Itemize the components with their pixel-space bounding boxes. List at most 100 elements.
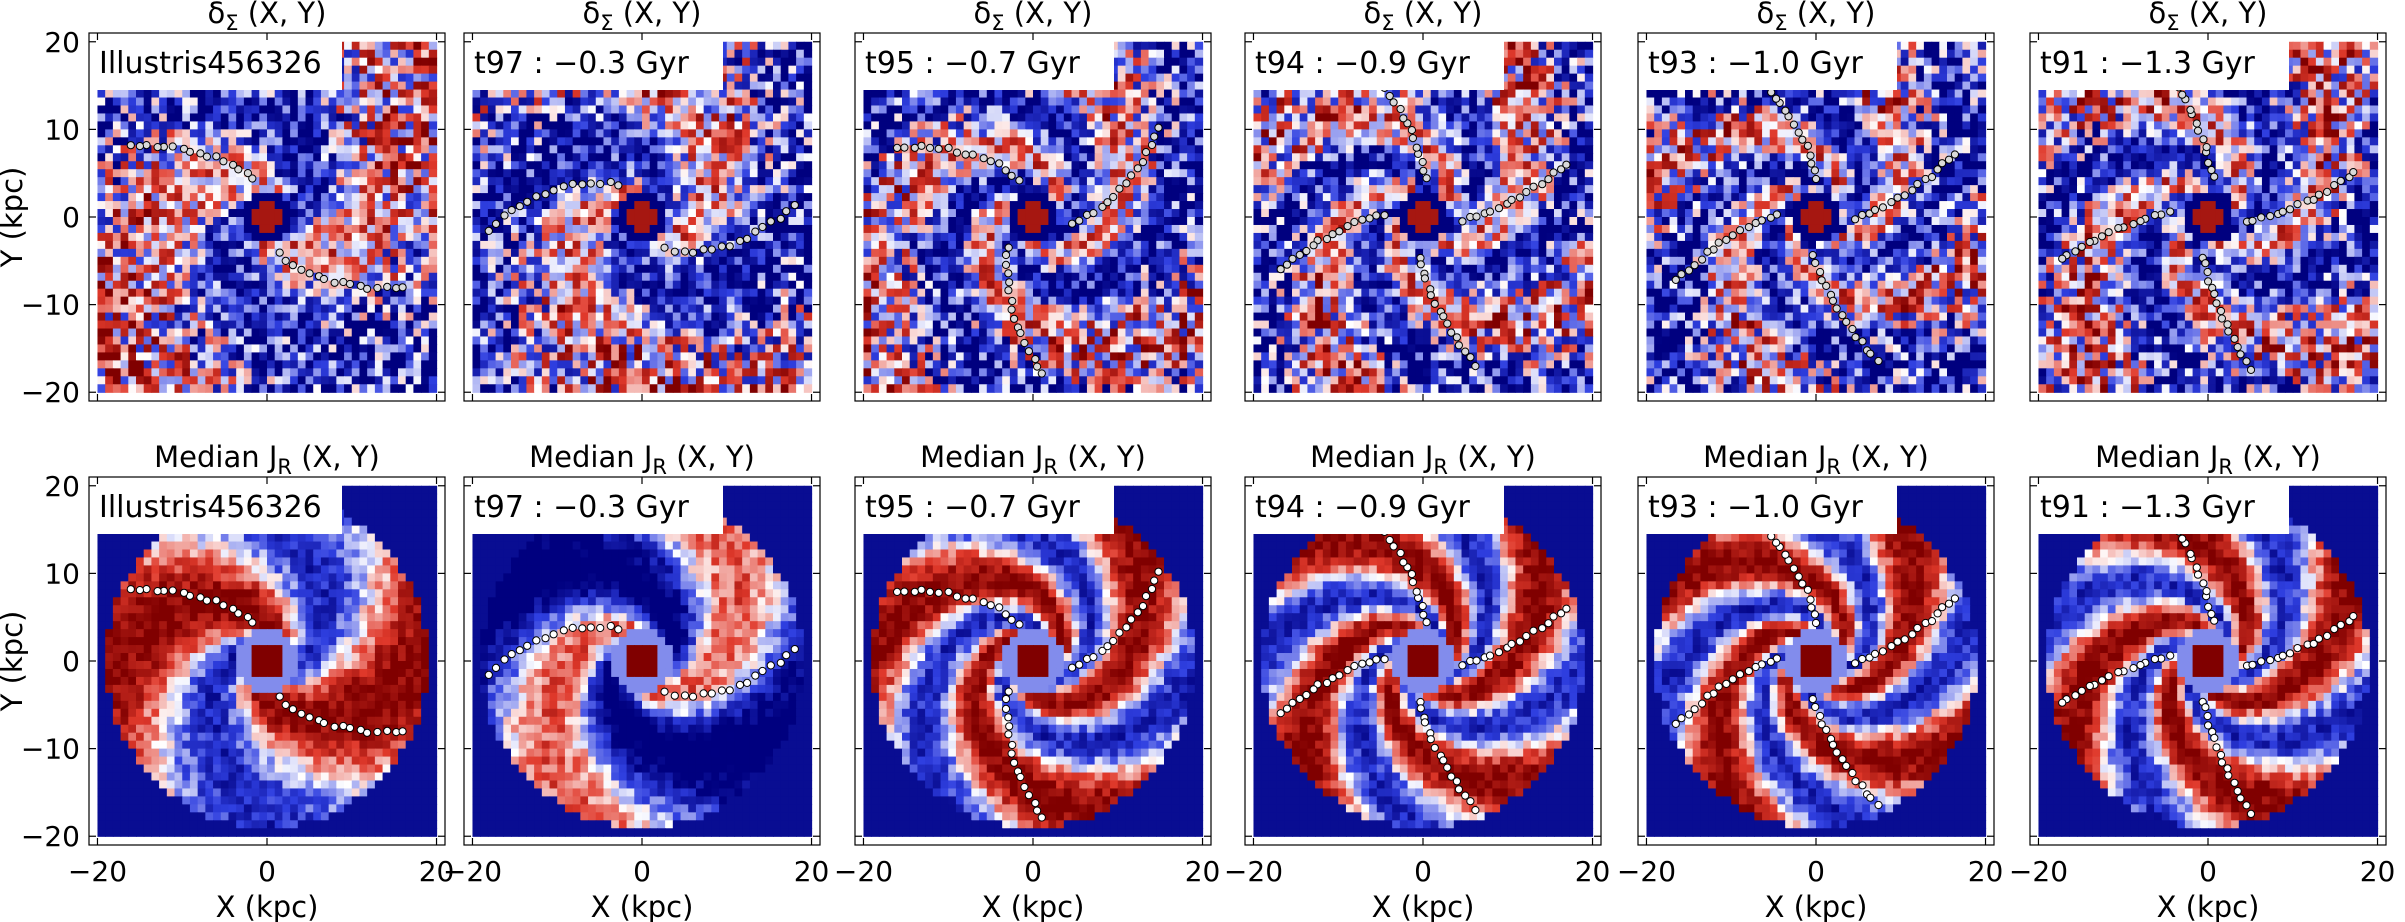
heatmap-cell <box>657 304 666 314</box>
heatmap-cell <box>328 217 337 226</box>
heatmap-cell <box>1156 193 1165 202</box>
heatmap-cell <box>112 97 122 107</box>
arm-marker <box>288 261 297 270</box>
heatmap-cell <box>174 240 183 250</box>
heatmap-cell <box>742 240 751 250</box>
heatmap-cell <box>282 240 291 250</box>
heatmap-cell <box>518 121 528 130</box>
arm-marker <box>330 278 339 287</box>
heatmap-cell <box>649 113 659 123</box>
heatmap-cell <box>634 336 643 346</box>
heatmap-cell <box>886 121 895 130</box>
heatmap-cell <box>336 296 345 306</box>
heatmap-cell <box>557 304 566 314</box>
heatmap-cell <box>413 121 422 130</box>
heatmap-cell <box>626 153 635 162</box>
heatmap-cell <box>120 201 129 210</box>
heatmap-cell <box>695 209 705 218</box>
heatmap-cell <box>572 177 581 186</box>
heatmap-cell <box>305 312 314 322</box>
heatmap-cell <box>719 121 728 130</box>
heatmap-cell <box>259 272 268 282</box>
heatmap-cell <box>549 105 558 115</box>
heatmap-cell <box>1110 49 1119 59</box>
heatmap-cell <box>105 232 114 242</box>
heatmap-cell <box>526 113 535 123</box>
heatmap-cell <box>320 113 330 123</box>
heatmap-cell <box>688 280 697 290</box>
heatmap-cell <box>480 224 489 234</box>
heatmap-cell <box>367 193 376 202</box>
heatmap-cell <box>886 193 895 202</box>
heatmap-cell <box>549 193 558 202</box>
heatmap-cell <box>734 129 743 138</box>
heatmap-cell <box>251 376 260 385</box>
heatmap-cell <box>159 272 168 282</box>
heatmap-cell <box>1071 201 1080 210</box>
heatmap-cell <box>886 113 895 123</box>
heatmap-cell <box>1033 153 1042 162</box>
heatmap-cell <box>197 288 206 298</box>
heatmap-cell <box>405 304 415 314</box>
heatmap-cell <box>413 336 422 346</box>
heatmap-cell <box>120 224 129 234</box>
heatmap-cell <box>734 344 743 354</box>
heatmap-cell <box>963 137 972 146</box>
heatmap-cell <box>518 344 528 354</box>
heatmap-cell <box>757 201 766 210</box>
heatmap-cell <box>290 224 299 234</box>
heatmap-cell <box>374 65 384 75</box>
heatmap-cell <box>742 376 751 385</box>
heatmap-cell <box>526 352 535 361</box>
heatmap-cell <box>143 248 153 258</box>
heatmap-cell <box>518 296 528 306</box>
heatmap-cell <box>487 344 497 354</box>
heatmap-cell <box>1179 105 1188 115</box>
heatmap-cell <box>773 49 782 59</box>
heatmap-cell <box>428 296 438 306</box>
heatmap-cell <box>749 344 759 354</box>
heatmap-cell <box>487 97 497 107</box>
heatmap-cell <box>328 121 337 130</box>
heatmap-cell <box>688 368 697 377</box>
heatmap-cell <box>955 97 965 107</box>
heatmap-cell <box>151 209 160 218</box>
heatmap-cell <box>541 280 551 290</box>
heatmap-cell <box>695 240 705 250</box>
heatmap-cell <box>97 376 106 385</box>
heatmap-cell <box>305 169 314 178</box>
heatmap-cell <box>174 304 183 314</box>
heatmap-cell <box>680 384 689 393</box>
heatmap-cell <box>564 177 574 186</box>
heatmap-cell <box>940 201 949 210</box>
heatmap-cell <box>657 272 666 282</box>
heatmap-cell <box>618 272 628 282</box>
heatmap-cell <box>390 57 399 67</box>
heatmap-cell <box>611 352 620 361</box>
heatmap-cell <box>97 336 106 346</box>
heatmap-cell <box>336 240 345 250</box>
heatmap-cell <box>979 185 988 194</box>
heatmap-cell <box>297 288 307 298</box>
heatmap-cell <box>695 129 705 138</box>
heatmap-cell <box>580 193 589 202</box>
heatmap-cell <box>297 145 307 154</box>
heatmap-cell <box>948 121 957 130</box>
heatmap-cell <box>259 280 268 290</box>
heatmap-cell <box>305 161 314 170</box>
heatmap-cell <box>495 105 504 115</box>
heatmap-cell <box>120 264 129 274</box>
heatmap-cell <box>344 288 353 298</box>
heatmap-cell <box>1133 97 1142 107</box>
heatmap-cell <box>994 121 1003 130</box>
heatmap-cell <box>1048 177 1057 186</box>
heatmap-cell <box>1086 217 1096 226</box>
heatmap-cell <box>994 113 1003 123</box>
heatmap-cell <box>320 201 330 210</box>
heatmap-cell <box>421 384 430 393</box>
heatmap-cell <box>182 217 191 226</box>
heatmap-cell <box>405 153 415 162</box>
heatmap-cell <box>703 209 712 218</box>
heatmap-cell <box>734 81 743 91</box>
heatmap-cell <box>788 65 797 75</box>
